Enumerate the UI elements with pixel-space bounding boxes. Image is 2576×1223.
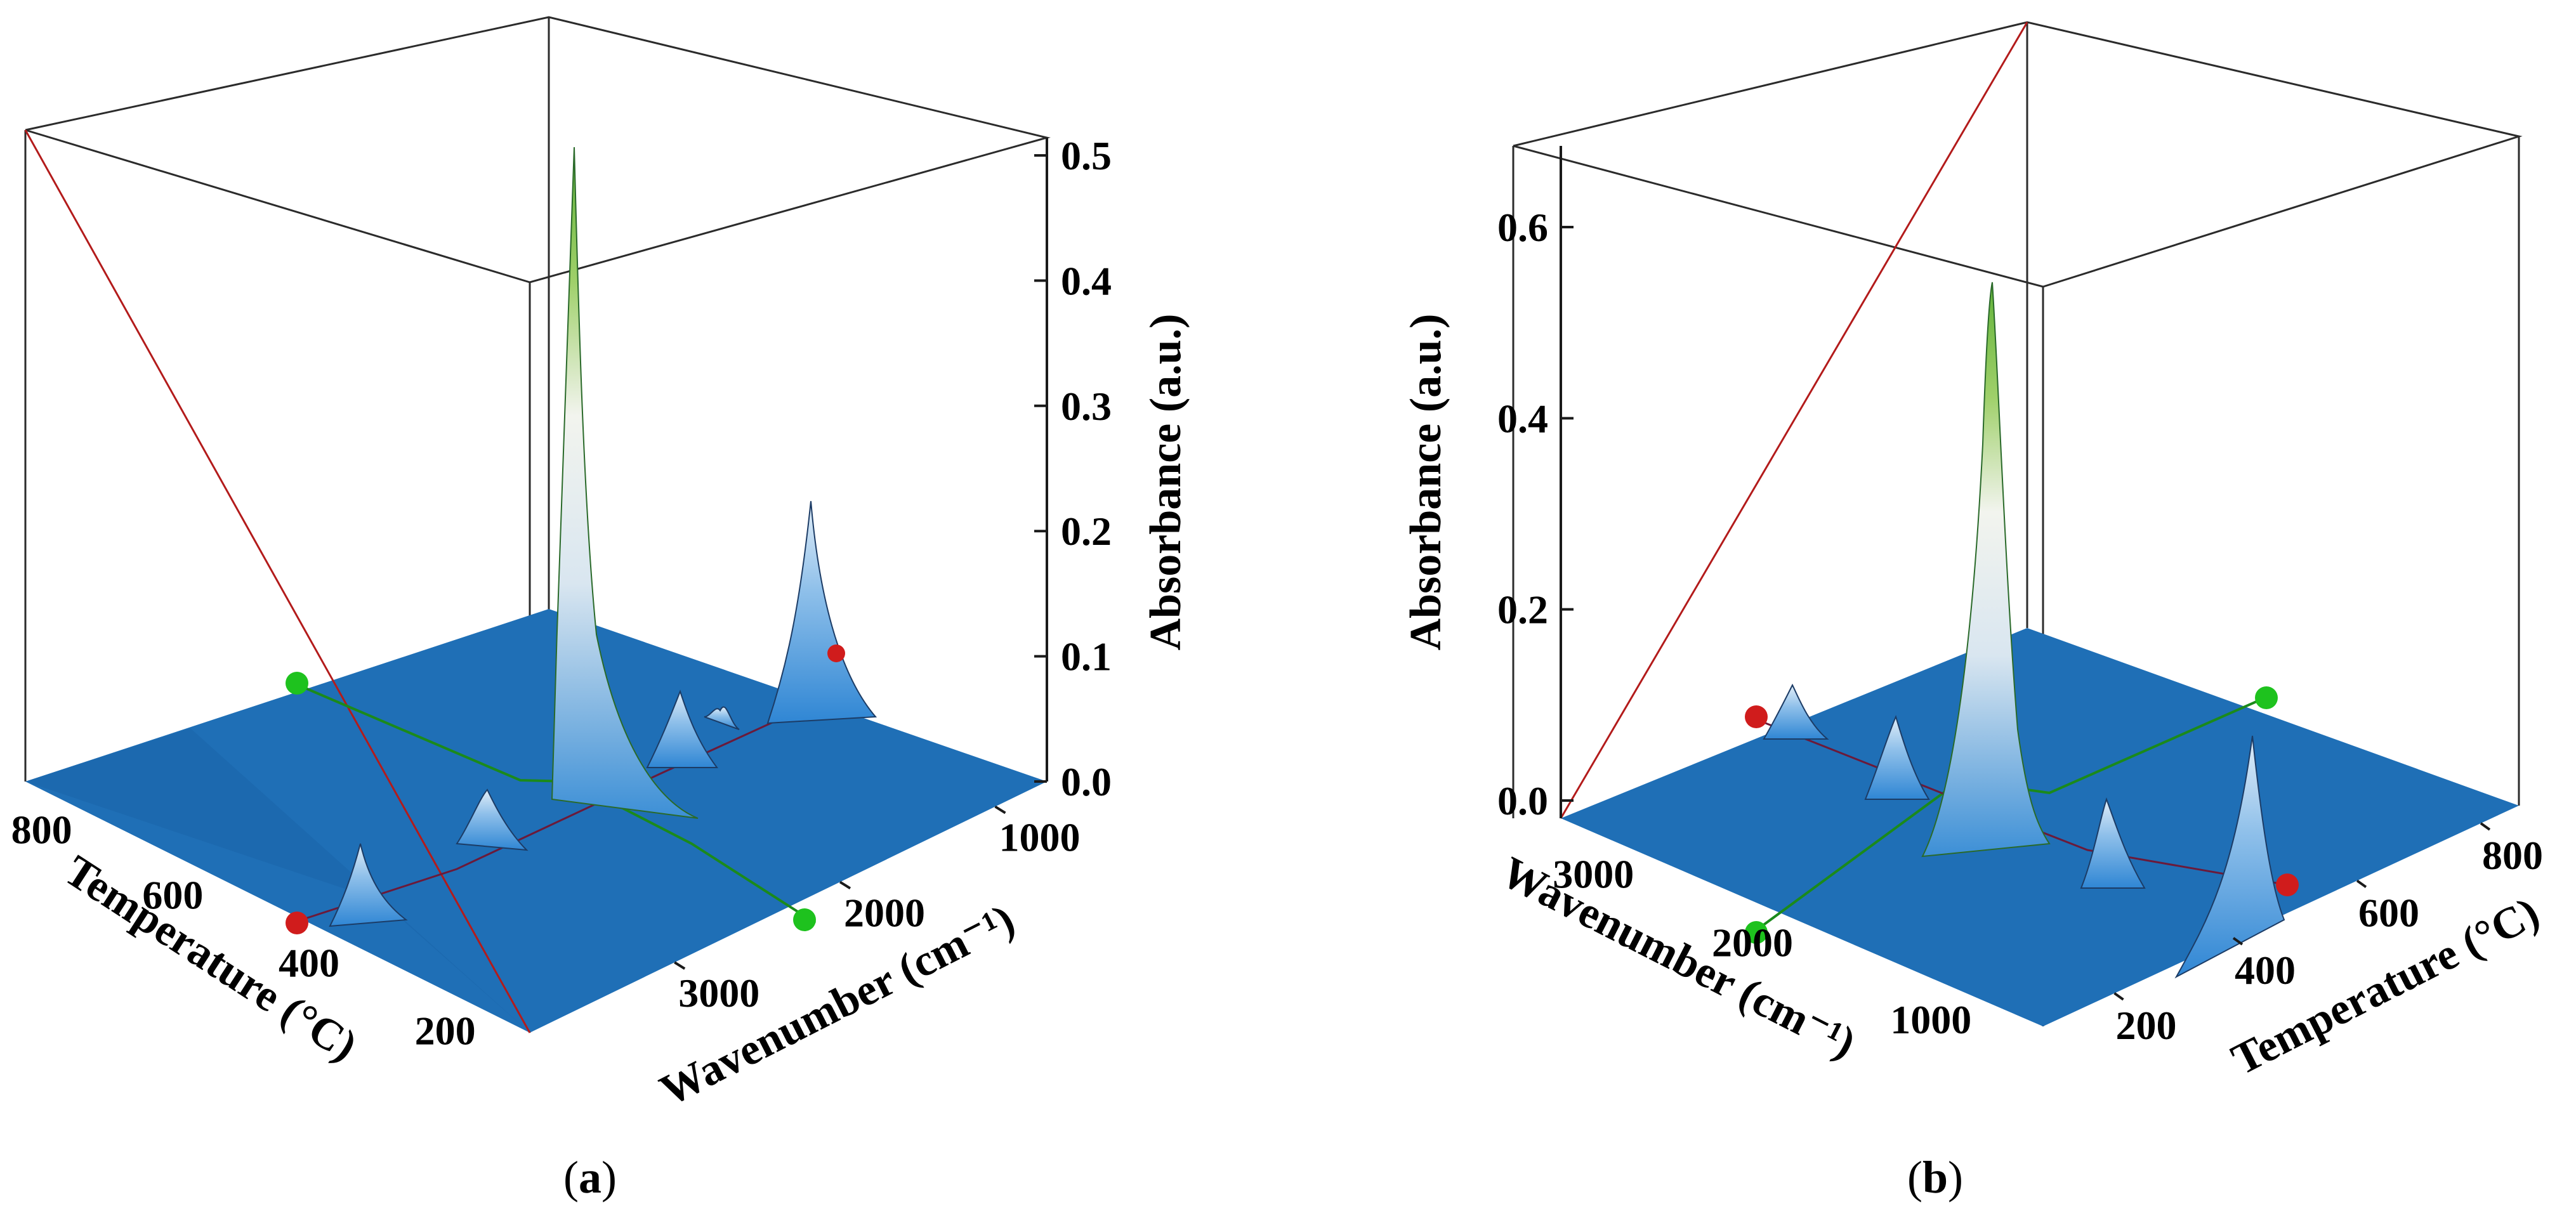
panel-b-marker-red-2 bbox=[2276, 873, 2299, 896]
panel-a-temperature-ticks: 800 600 400 200 bbox=[11, 808, 476, 1054]
panel-a: 0.0 0.1 0.2 0.3 0.4 0.5 Absorbance (a.u.) 800… bbox=[11, 16, 1190, 1203]
panel-a-temperature-tick-label: 400 bbox=[279, 941, 339, 986]
panel-b-peak-1050 bbox=[2174, 735, 2285, 979]
panel-a-marker-green-1 bbox=[286, 672, 308, 695]
panel-b-temperature-tickmark bbox=[2480, 822, 2491, 831]
panel-b-z-tick-label: 0.6 bbox=[1497, 205, 1548, 250]
panel-b-marker-red-1 bbox=[1745, 705, 1768, 728]
panel-a-diagonal-line bbox=[24, 129, 531, 1033]
panel-a-floor-shade bbox=[25, 728, 530, 1033]
panel-b-markers bbox=[1745, 686, 2299, 944]
panel-a-wavenumber-tickmark bbox=[994, 805, 1006, 814]
panel-a-wavenumber-tickmark bbox=[674, 961, 686, 970]
panel-a-wavenumber-tick-label: 3000 bbox=[678, 971, 759, 1016]
panel-b: 0.0 0.2 0.4 0.6 Absorbance (a.u.) 1000 2000 3… bbox=[1402, 21, 2547, 1203]
panel-a-z-tick-label: 0.5 bbox=[1061, 133, 1112, 178]
panel-a-z-ticks: 0.0 0.1 0.2 0.3 0.4 0.5 bbox=[1034, 133, 1112, 804]
panel-a-z-tick-label: 0.4 bbox=[1061, 258, 1112, 303]
panel-b-temperature-tickmark bbox=[2113, 992, 2124, 1001]
panel-a-z-tick-label: 0.1 bbox=[1061, 634, 1112, 679]
panel-b-wavenumber-tick-label: 1000 bbox=[1890, 997, 1971, 1042]
panel-a-marker-red-1 bbox=[286, 912, 308, 934]
panel-b-marker-green-2 bbox=[2255, 686, 2278, 709]
panel-b-z-label: Absorbance (a.u.) bbox=[1402, 314, 1450, 651]
panel-b-temperature-tick-label: 400 bbox=[2235, 948, 2296, 993]
panel-b-temperature-tick-label: 800 bbox=[2482, 833, 2543, 878]
panel-a-marker-red-2 bbox=[827, 644, 845, 662]
panel-b-wavenumber-tick-label: 2000 bbox=[1712, 920, 1793, 965]
panel-a-temperature-tick-label: 600 bbox=[142, 873, 203, 918]
panel-a-wavenumber-tick-label: 2000 bbox=[844, 890, 925, 935]
panel-a-z-tick-label: 0.0 bbox=[1061, 759, 1112, 804]
panel-b-peak-3550 bbox=[1763, 683, 1829, 740]
panel-a-wavenumber-tickmark bbox=[839, 880, 851, 890]
panel-a-markers bbox=[286, 644, 845, 934]
panel-a-peak-1500 bbox=[766, 500, 877, 724]
panel-b-temperature-tickmark bbox=[2232, 937, 2244, 946]
panel-a-peak-3550 bbox=[329, 843, 408, 927]
panel-a-peak-co2 bbox=[551, 147, 699, 819]
panel-a-wavenumber-ticks: 1000 2000 3000 bbox=[674, 805, 1081, 1016]
panel-b-temperature-ticks: 800 600 400 200 bbox=[2113, 822, 2543, 1048]
panel-a-z-tick-label: 0.3 bbox=[1061, 384, 1112, 429]
panel-b-diagonal-line bbox=[1560, 22, 2028, 819]
panel-a-z-tick-label: 0.2 bbox=[1061, 509, 1112, 554]
panel-a-z-label: Absorbance (a.u.) bbox=[1141, 314, 1190, 651]
panel-a-temperature-tick-label: 200 bbox=[415, 1009, 476, 1054]
panel-b-label: (b) bbox=[1907, 1152, 1963, 1203]
panel-b-temperature-tickmark bbox=[2356, 879, 2367, 888]
panel-b-marker-green-1 bbox=[1745, 921, 1768, 944]
panel-b-z-ticks: 0.0 0.2 0.4 0.6 bbox=[1497, 205, 1574, 823]
panel-a-marker-green-2 bbox=[793, 908, 816, 931]
panel-b-peak-1500 bbox=[2080, 797, 2146, 889]
panel-a-label: (a) bbox=[563, 1152, 617, 1203]
panel-b-z-tick-label: 0.2 bbox=[1497, 587, 1548, 632]
panel-a-temperature-tick-label: 800 bbox=[11, 808, 72, 853]
panel-a-peak-2180 bbox=[704, 706, 740, 730]
panel-a-wavenumber-tick-label: 1000 bbox=[999, 815, 1081, 860]
panel-a-peak-2950 bbox=[456, 788, 529, 851]
panel-a-peak-1050 bbox=[646, 690, 718, 768]
panel-b-wavenumber-ticks: 1000 2000 3000 bbox=[1553, 851, 1971, 1042]
panel-b-temperature-tick-label: 600 bbox=[2358, 890, 2419, 935]
panel-b-z-tick-label: 0.0 bbox=[1497, 778, 1548, 823]
panel-b-z-tick-label: 0.4 bbox=[1497, 396, 1548, 441]
panel-a-peaks bbox=[329, 147, 877, 927]
panel-b-peak-2950 bbox=[1864, 715, 1930, 800]
panel-b-wavenumber-tick-label: 3000 bbox=[1553, 851, 1634, 896]
panel-b-peak-co2 bbox=[1921, 282, 2051, 858]
panel-b-peaks bbox=[1763, 282, 2285, 979]
panel-b-temperature-tick-label: 200 bbox=[2116, 1003, 2177, 1048]
